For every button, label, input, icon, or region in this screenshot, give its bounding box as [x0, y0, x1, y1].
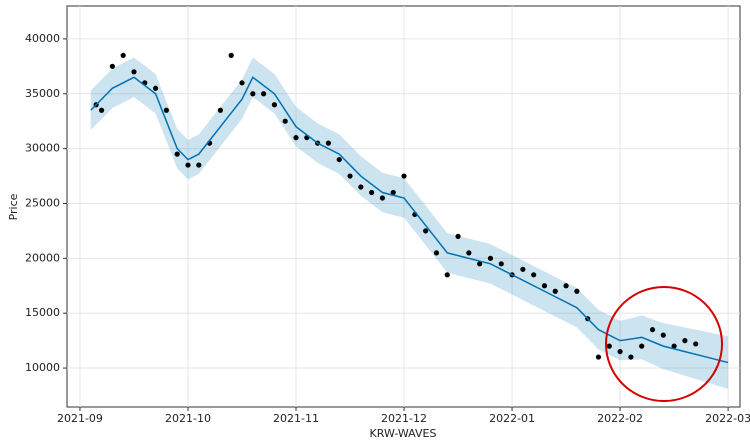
y-tick-label: 30000: [25, 142, 60, 155]
observed-point: [444, 272, 450, 278]
observed-point: [574, 288, 580, 294]
uncertainty-band: [90, 57, 729, 389]
observed-point: [433, 250, 440, 256]
x-tick-label: 2022-01: [489, 412, 535, 425]
observed-point: [239, 80, 245, 86]
observed-point: [606, 343, 612, 349]
observed-point: [487, 255, 494, 261]
forecast-line: [90, 76, 729, 364]
x-axis-label: KRW-WAVES: [370, 427, 437, 440]
observed-point: [174, 151, 180, 157]
observed-point: [185, 162, 191, 168]
y-tick-label: 40000: [25, 32, 60, 45]
observed-point: [649, 327, 656, 333]
observed-point: [282, 118, 288, 124]
observed-point: [401, 173, 407, 179]
observed-point: [639, 343, 645, 349]
plot-layer: [67, 6, 740, 407]
observed-point: [271, 102, 278, 108]
observed-point: [660, 332, 666, 338]
observed-point: [369, 189, 375, 196]
observed-point: [541, 283, 548, 289]
observed-point: [336, 156, 342, 163]
y-tick-label: 10000: [25, 361, 60, 374]
y-tick-label: 15000: [25, 306, 60, 319]
x-tick-label: 2021-10: [165, 412, 211, 425]
observed-point: [466, 250, 472, 256]
observed-point: [455, 233, 461, 239]
observed-point: [120, 52, 126, 58]
observed-point: [477, 261, 483, 267]
x-tick-label: 2021-09: [57, 412, 103, 425]
observed-point: [390, 189, 396, 196]
observed-point: [552, 288, 558, 294]
y-axis-label: Price: [7, 193, 20, 220]
observed-point: [325, 140, 332, 146]
observed-point: [217, 107, 223, 113]
observed-point: [531, 272, 537, 278]
observed-point: [520, 266, 526, 272]
x-tick-label: 2021-11: [273, 412, 319, 425]
observed-point: [163, 107, 169, 113]
observed-point: [261, 91, 267, 97]
observed-point: [347, 173, 353, 179]
observed-point: [152, 85, 159, 91]
observed-point: [98, 107, 105, 113]
observed-point: [358, 184, 364, 190]
observed-point: [628, 354, 634, 360]
y-tick-label: 20000: [25, 251, 60, 264]
observed-point: [595, 354, 602, 360]
highlight-circle: [605, 286, 723, 402]
observed-point: [131, 69, 137, 75]
y-tick-label: 25000: [25, 196, 60, 209]
observed-point: [671, 343, 677, 349]
observed-point: [196, 162, 202, 168]
observed-point: [563, 283, 569, 289]
observed-point: [617, 348, 623, 355]
observed-point: [423, 228, 429, 234]
x-tick-label: 2022-03: [705, 412, 750, 425]
observed-point: [250, 91, 256, 97]
x-tick-label: 2022-02: [597, 412, 643, 425]
x-tick-label: 2021-12: [381, 412, 427, 425]
observed-point: [498, 261, 504, 267]
observed-point: [379, 195, 386, 201]
observed-point: [228, 52, 234, 58]
observed-point: [293, 135, 299, 141]
observed-point: [682, 338, 688, 344]
y-tick-label: 35000: [25, 87, 60, 100]
observed-point: [693, 341, 699, 347]
observed-point: [109, 63, 115, 69]
